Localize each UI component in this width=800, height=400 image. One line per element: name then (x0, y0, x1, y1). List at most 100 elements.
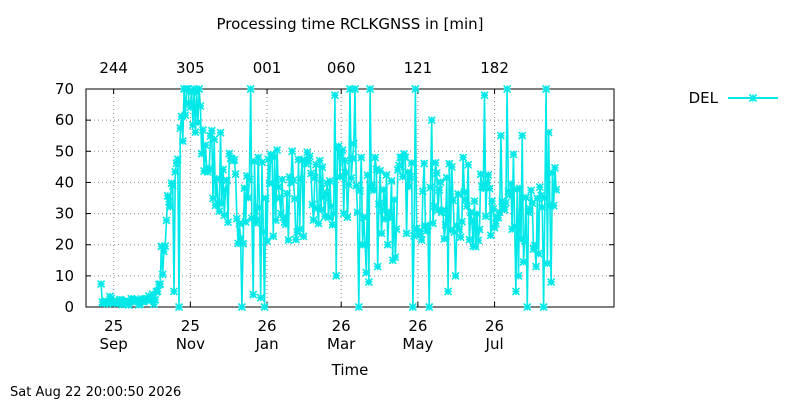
data-point (244, 193, 253, 202)
data-point (391, 253, 400, 262)
x-tick-label-month: Nov (176, 335, 205, 353)
data-point (270, 153, 279, 162)
data-point (465, 235, 474, 244)
data-point (357, 153, 366, 162)
data-point (550, 163, 559, 172)
data-point (539, 302, 548, 312)
data-point (97, 280, 106, 289)
data-point (265, 179, 274, 188)
data-point (291, 235, 301, 244)
x-tick-label-day: 26 (257, 317, 276, 335)
data-point (247, 214, 257, 223)
data-point (361, 240, 370, 249)
data-point (549, 201, 558, 210)
data-point (220, 211, 229, 220)
data-point (389, 195, 399, 205)
y-tick-label: 50 (55, 142, 74, 160)
data-point (171, 167, 180, 176)
data-point (198, 126, 207, 135)
data-point (186, 103, 195, 112)
data-point (519, 257, 528, 267)
data-point (340, 156, 350, 165)
data-point (484, 170, 493, 179)
data-point (205, 164, 214, 173)
data-point (315, 156, 324, 165)
data-point (223, 218, 233, 227)
data-point (435, 185, 444, 194)
data-point (500, 205, 509, 214)
data-point (381, 214, 390, 224)
data-point (283, 189, 292, 198)
data-point (408, 302, 417, 312)
data-point (464, 160, 473, 169)
data-point (455, 225, 464, 234)
data-point (407, 158, 416, 168)
data-point (325, 176, 334, 186)
data-point (235, 219, 244, 228)
data-point (305, 152, 314, 161)
data-point (476, 170, 485, 179)
data-point (153, 287, 162, 296)
data-point (168, 181, 177, 191)
data-point (514, 271, 523, 280)
data-point (426, 183, 435, 192)
data-point (278, 175, 287, 184)
data-point (379, 185, 389, 194)
data-point (169, 287, 179, 296)
x-tick-label-top: 244 (99, 59, 128, 77)
data-point (518, 131, 527, 140)
series-del (97, 84, 561, 312)
y-tick-label: 0 (64, 298, 74, 316)
data-point (332, 271, 341, 280)
data-point (442, 173, 451, 182)
data-point (212, 174, 221, 183)
data-point (164, 197, 174, 206)
data-point (161, 241, 170, 251)
data-point (526, 186, 536, 195)
data-point (416, 229, 425, 238)
data-point (355, 186, 365, 195)
data-point (523, 302, 532, 312)
data-point (485, 184, 494, 193)
data-point (544, 128, 553, 137)
data-point (295, 224, 304, 234)
x-tick-label-day: 26 (408, 317, 427, 335)
data-point (411, 84, 420, 94)
data-point (359, 213, 368, 222)
data-point (239, 239, 248, 248)
data-point (506, 179, 515, 189)
data-point (210, 135, 219, 144)
data-point (249, 290, 258, 299)
data-point (162, 216, 171, 225)
data-point (430, 202, 439, 211)
data-point (521, 193, 531, 202)
axes: 01020304050607025Sep25Nov26Jan26Mar26May… (55, 59, 614, 353)
data-point (363, 171, 372, 180)
x-axis-label: Time (331, 361, 369, 379)
data-point (505, 190, 514, 200)
data-point (218, 165, 228, 174)
data-point (347, 173, 356, 183)
data-point (466, 208, 475, 217)
data-point (436, 177, 445, 187)
data-point (402, 229, 411, 238)
data-point (254, 153, 263, 162)
data-point (456, 233, 465, 242)
x-tick-label-top: 121 (404, 59, 433, 77)
data-point (489, 204, 498, 214)
data-point (328, 220, 337, 229)
data-point (511, 287, 521, 296)
data-point (428, 219, 438, 228)
data-point (348, 154, 357, 163)
data-point (255, 203, 264, 213)
data-point (535, 183, 544, 192)
data-point (454, 189, 463, 199)
data-point (178, 136, 187, 146)
data-point (166, 202, 175, 211)
x-tick-label-top: 182 (480, 59, 509, 77)
data-point (432, 169, 441, 178)
data-point (378, 206, 387, 215)
data-point (406, 172, 415, 181)
data-point (344, 180, 353, 189)
data-point (538, 203, 547, 212)
